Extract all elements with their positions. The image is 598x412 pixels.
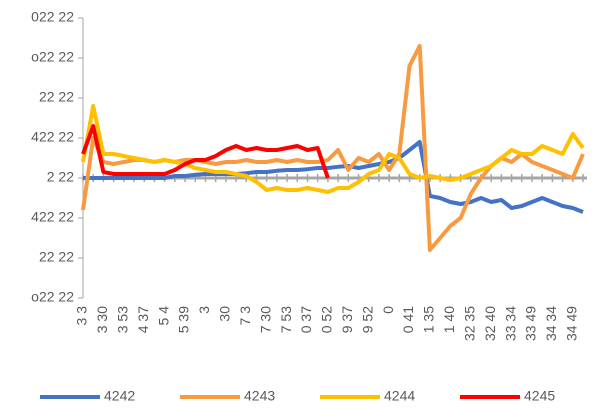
legend-label: 4245 [524, 388, 555, 404]
y-tick-label: 2 22 [47, 169, 74, 185]
y-tick-label: o22 22 [31, 289, 74, 305]
legend-label: 4242 [104, 388, 135, 404]
x-tick-label: 32 40 [482, 306, 498, 341]
y-tick-label: 022 22 [31, 9, 74, 25]
x-tick-label: 1 40 [441, 306, 457, 333]
x-tick-label: 34 49 [563, 306, 579, 341]
x-tick-label: 33 49 [523, 306, 539, 341]
x-tick-label: 4 37 [135, 306, 151, 333]
x-tick-label: 9 37 [339, 306, 355, 333]
legend-label: 4244 [384, 388, 415, 404]
x-tick-label: 7 53 [278, 306, 294, 333]
x-tick-label: 3 30 [94, 306, 110, 333]
y-tick-label: 422 22 [31, 129, 74, 145]
legend-label: 4243 [244, 388, 275, 404]
series-line [81, 124, 330, 179]
series-line [81, 44, 585, 252]
x-tick-label: 9 52 [359, 306, 375, 333]
x-tick-label: 3 3 [74, 306, 90, 326]
series-line [81, 104, 585, 194]
series-line [83, 140, 584, 214]
x-tick-label: 32 35 [461, 306, 477, 341]
x-tick-label: 5 39 [176, 306, 192, 333]
x-tick-label: 5 4 [155, 306, 171, 326]
x-tick-label: 3 [196, 306, 212, 314]
x-tick-label: 33 34 [502, 306, 518, 341]
x-tick-label: 0 37 [298, 306, 314, 333]
x-tick-label: 30 [217, 306, 233, 322]
x-tick-label: 0 41 [400, 306, 416, 333]
y-tick-label: o22 22 [31, 49, 74, 65]
x-tick-label: 0 [380, 306, 396, 314]
x-tick-label: 34 34 [543, 306, 559, 341]
x-tick-label: 1 35 [421, 306, 437, 333]
x-tick-label: 7 30 [257, 306, 273, 333]
y-tick-label: 422 22 [31, 209, 74, 225]
y-tick-label: 22 22 [39, 89, 74, 105]
x-tick-label: 0 52 [319, 306, 335, 333]
x-tick-label: 7 3 [237, 306, 253, 326]
x-tick-label: 3 53 [115, 306, 131, 333]
y-tick-label: 22 22 [39, 249, 74, 265]
